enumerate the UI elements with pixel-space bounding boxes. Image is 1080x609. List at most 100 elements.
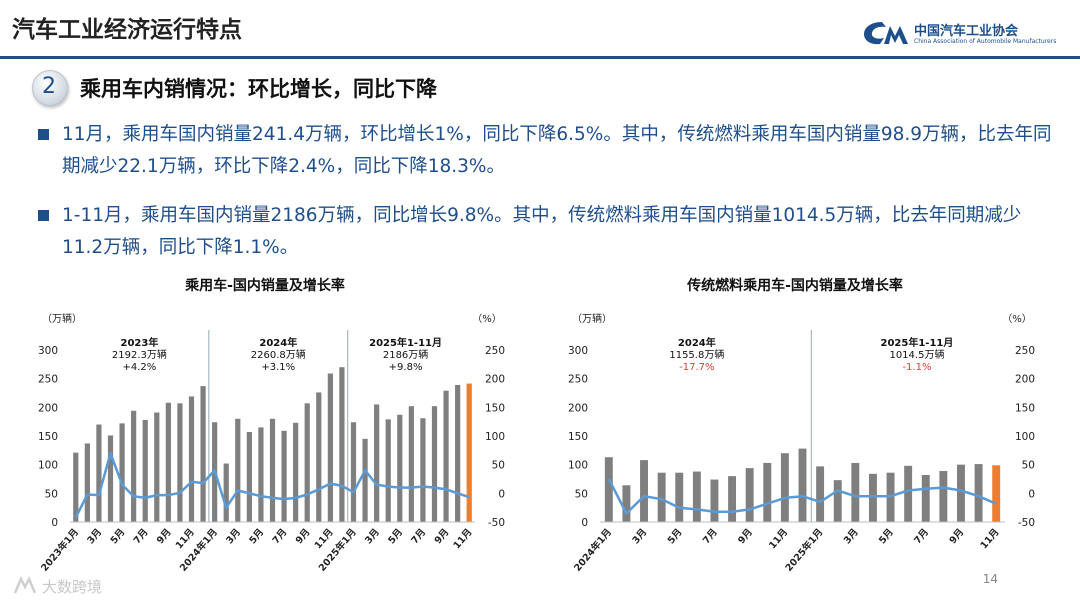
y-left-tick-label: 100 bbox=[568, 460, 588, 472]
x-tick-label: 7月 bbox=[271, 527, 290, 546]
y-left-tick-label: 250 bbox=[38, 374, 58, 386]
period-summary-annotation: 2186万辆 bbox=[383, 348, 428, 361]
x-tick-label: 7月 bbox=[132, 527, 151, 546]
y-left-unit-label: （万辆） bbox=[42, 312, 82, 325]
header-divider bbox=[0, 56, 1080, 59]
x-tick-label: 3月 bbox=[842, 527, 861, 546]
bar bbox=[851, 462, 860, 522]
x-tick-label: 11月 bbox=[451, 527, 474, 551]
period-summary-annotation: +9.8% bbox=[389, 362, 423, 373]
bar bbox=[443, 390, 449, 522]
x-tick-label: 2024年1月 bbox=[571, 526, 614, 574]
y-right-tick-label: -50 bbox=[488, 517, 505, 529]
period-summary-annotation: 2024年 bbox=[678, 336, 716, 349]
ice-passenger-car-sales-chart-svg: 传统燃料乘用车-国内销量及增长率 （万辆） （%） 0 50 100 150 200 250 30… bbox=[568, 277, 1035, 574]
passenger-car-sales-chart-svg: 乘用车-国内销量及增长率 （万辆） （%） 0 50 100 150 200 250 300 -50… bbox=[38, 277, 505, 574]
bar bbox=[327, 373, 333, 522]
bar bbox=[269, 418, 276, 522]
bar bbox=[868, 473, 877, 522]
period-summary-annotation: 2260.8万辆 bbox=[251, 348, 306, 361]
bullet-text: 1-11月，乘用车国内销量2186万辆，同比增长9.8%。其中，传统燃料乘用车国… bbox=[62, 205, 1022, 258]
period-summary-annotation: +4.2% bbox=[123, 362, 157, 373]
y-left-tick-label: 300 bbox=[568, 345, 588, 357]
y-right-tick-label: 250 bbox=[1015, 345, 1035, 357]
page-title: 汽车工业经济运行特点 bbox=[12, 17, 242, 43]
x-tick-label: 11月 bbox=[767, 527, 790, 551]
x-tick-label: 5月 bbox=[666, 527, 685, 546]
bar bbox=[223, 463, 229, 522]
bar bbox=[73, 452, 79, 522]
x-tick-label: 2023年1月 bbox=[38, 526, 81, 574]
y-left-tick-label: 250 bbox=[568, 374, 588, 386]
bar bbox=[431, 406, 438, 522]
x-tick-label: 7月 bbox=[701, 527, 720, 546]
bar bbox=[833, 480, 842, 522]
bar bbox=[939, 470, 948, 522]
bar bbox=[188, 396, 195, 522]
y-left-tick-label: 0 bbox=[51, 517, 58, 529]
x-tick-label: 3月 bbox=[631, 527, 650, 546]
bullet-item: 11月，乘用车国内销量241.4万辆，环比增长1%，同比下降6.5%。其中，传统… bbox=[38, 119, 1058, 183]
passenger-car-sales-chart: 乘用车-国内销量及增长率 （万辆） （%） 0 50 100 150 200 250 300 -50… bbox=[20, 270, 530, 605]
bar bbox=[397, 414, 403, 522]
bar bbox=[304, 403, 310, 522]
growth-rate-line bbox=[607, 478, 997, 515]
bar bbox=[246, 431, 252, 522]
y-left-tick-label: 150 bbox=[38, 431, 58, 443]
period-summary-annotation: +3.1% bbox=[261, 362, 295, 373]
period-summary-annotation: 1155.8万辆 bbox=[669, 348, 724, 361]
bar bbox=[350, 422, 357, 522]
y-right-tick-label: -50 bbox=[1018, 517, 1035, 529]
period-summary-annotation: 2025年1-11月 bbox=[369, 336, 442, 349]
x-tick-label: 9月 bbox=[155, 527, 174, 546]
period-summary-annotation: 2023年 bbox=[121, 336, 159, 349]
bar bbox=[385, 419, 391, 522]
section-number-badge bbox=[32, 70, 68, 106]
page-header: 汽车工业经济运行特点 中国汽车工业协会 China Association of… bbox=[0, 0, 1080, 60]
x-tick-label: 9月 bbox=[294, 527, 313, 546]
section-heading: 2 乘用车内销情况：环比增长，同比下降 bbox=[32, 68, 1032, 108]
y-right-tick-label: 0 bbox=[498, 488, 505, 500]
x-tick-label: 3月 bbox=[363, 527, 382, 546]
bar bbox=[119, 423, 125, 522]
x-tick-label: 5月 bbox=[109, 527, 128, 546]
y-right-tick-label: 250 bbox=[485, 345, 505, 357]
x-tick-label: 11月 bbox=[978, 527, 1001, 551]
x-tick-label: 3月 bbox=[85, 527, 104, 546]
brand-watermark-icon bbox=[13, 576, 37, 594]
bar bbox=[974, 464, 983, 522]
bar bbox=[745, 468, 754, 522]
y-left-tick-label: 100 bbox=[38, 460, 58, 472]
bar bbox=[177, 403, 183, 522]
bar bbox=[420, 418, 426, 522]
y-right-unit-label: （%） bbox=[472, 313, 502, 325]
x-tick-label: 5月 bbox=[386, 527, 405, 546]
period-summary-annotation: -1.1% bbox=[902, 362, 931, 373]
bar bbox=[728, 476, 737, 522]
bar bbox=[675, 472, 684, 522]
bar bbox=[258, 427, 264, 522]
bar bbox=[408, 406, 414, 522]
period-summary-annotation: 2025年1-11月 bbox=[881, 336, 954, 349]
bar bbox=[362, 438, 368, 522]
bar bbox=[657, 472, 666, 522]
y-right-tick-label: 50 bbox=[492, 460, 505, 472]
y-right-unit-label: （%） bbox=[1002, 313, 1032, 325]
y-right-tick-label: 200 bbox=[485, 374, 505, 386]
period-summary-annotation: 2192.3万辆 bbox=[112, 348, 167, 361]
bar bbox=[622, 485, 631, 522]
y-right-tick-label: 100 bbox=[1015, 431, 1035, 443]
chart-title: 乘用车-国内销量及增长率 bbox=[184, 277, 345, 294]
logo-chinese-name: 中国汽车工业协会 bbox=[914, 24, 1019, 39]
section-number: 2 bbox=[42, 74, 56, 99]
x-tick-label: 9月 bbox=[947, 527, 966, 546]
caam-logo: 中国汽车工业协会 China Association of Automobile… bbox=[862, 18, 1056, 54]
y-left-tick-label: 50 bbox=[45, 488, 58, 500]
y-right-tick-label: 150 bbox=[1015, 402, 1035, 414]
x-tick-label: 7月 bbox=[409, 527, 428, 546]
bar bbox=[455, 384, 461, 522]
bar bbox=[904, 465, 913, 522]
bar bbox=[96, 424, 102, 522]
period-summary-annotation: -17.7% bbox=[679, 362, 714, 373]
x-tick-label: 5月 bbox=[877, 527, 896, 546]
